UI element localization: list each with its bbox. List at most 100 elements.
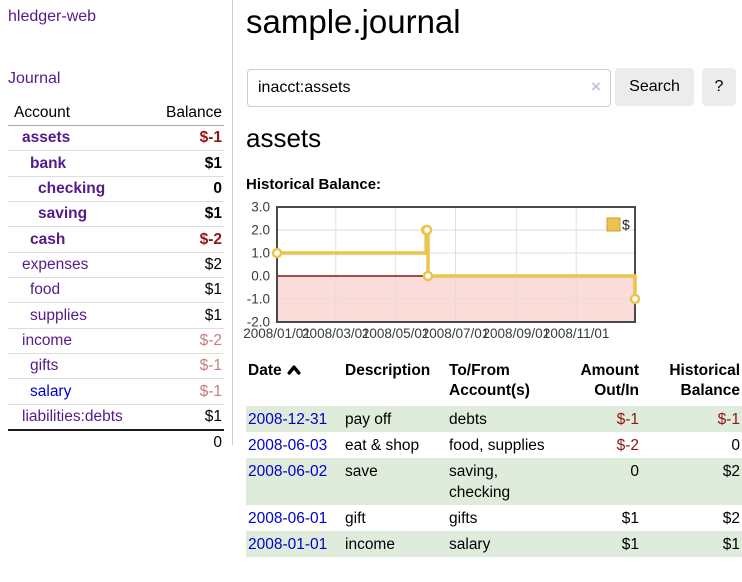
account-balance: $1 — [204, 154, 222, 172]
account-balance: $-1 — [199, 382, 222, 400]
sidebar-account-row: gifts $-1 — [8, 354, 224, 380]
svg-text:3.0: 3.0 — [251, 200, 270, 215]
register-accounts: saving, checking — [449, 462, 511, 501]
sidebar-account-row: checking 0 — [8, 177, 224, 203]
register-amount: $-2 — [616, 436, 639, 454]
account-balance: $1 — [204, 205, 222, 223]
account-balance: $1 — [204, 306, 222, 324]
svg-text:2008/09/01: 2008/09/01 — [483, 326, 551, 341]
accounts-rows: assets $-1 bank $1 checking 0 saving $1 … — [8, 126, 224, 432]
register-amount: $-1 — [616, 410, 639, 428]
svg-text:1.0: 1.0 — [251, 246, 270, 261]
register-description: income — [345, 535, 395, 553]
page-title: sample.journal — [246, 3, 461, 40]
register-date-link[interactable]: 2008-06-02 — [248, 462, 328, 480]
sidebar-account-row: income $-2 — [8, 329, 224, 355]
register-description: gift — [345, 509, 366, 527]
svg-text:2.0: 2.0 — [251, 223, 270, 238]
register-balance: $2 — [722, 509, 740, 527]
accounts-header-row: Account Balance — [8, 100, 224, 126]
sidebar-account-row: cash $-2 — [8, 227, 224, 253]
account-balance: $-2 — [199, 230, 222, 248]
register-table: Date Description To/From Account(s) Amou… — [246, 361, 742, 557]
account-link[interactable]: food — [30, 281, 61, 299]
account-link[interactable]: salary — [30, 382, 72, 400]
account-balance: $-1 — [199, 129, 222, 147]
register-date-link[interactable]: 2008-12-31 — [248, 410, 328, 428]
account-balance: $-2 — [199, 331, 222, 349]
register-description: save — [345, 462, 378, 480]
register-header-balance: Historical Balance — [669, 362, 740, 399]
account-balance: $2 — [204, 255, 222, 273]
register-date-link[interactable]: 2008-01-01 — [248, 535, 328, 553]
accounts-header-account: Account — [14, 103, 71, 121]
sidebar-account-row: assets $-1 — [8, 126, 224, 152]
historical-balance-chart: 3.0 2.0 1.0 0.0 -1.0 -2.02008/01/012008/03/01… — [243, 200, 641, 341]
sidebar-account-row: food $1 — [8, 278, 224, 304]
svg-text:$: $ — [622, 217, 630, 233]
register-row: 2008-01-01 income salary $1 $1 — [246, 531, 742, 557]
register-balance: $-1 — [717, 410, 740, 428]
svg-text:-1.0: -1.0 — [247, 292, 270, 307]
register-balance: $2 — [722, 462, 740, 480]
svg-text:2008/03/01: 2008/03/01 — [302, 326, 370, 341]
register-balance: 0 — [731, 436, 740, 454]
sidebar-account-row: expenses $2 — [8, 253, 224, 279]
chart-title: Historical Balance: — [246, 176, 382, 193]
register-balance: $1 — [722, 535, 740, 553]
sidebar-account-row: supplies $1 — [8, 303, 224, 329]
register-accounts: gifts — [449, 509, 478, 527]
register-header-row: Date Description To/From Account(s) Amou… — [246, 361, 742, 406]
sidebar: hledger-web Journal Account Balance asse… — [0, 0, 232, 582]
sidebar-account-row: saving $1 — [8, 202, 224, 228]
account-balance: $1 — [204, 281, 222, 299]
clear-search-icon[interactable]: × — [591, 77, 601, 96]
register-row: 2008-06-01 gift gifts $1 $2 — [246, 505, 742, 531]
account-link[interactable]: cash — [30, 230, 66, 248]
register-amount: $1 — [621, 535, 639, 553]
sidebar-account-row: bank $1 — [8, 151, 224, 177]
account-link[interactable]: bank — [30, 154, 67, 172]
register-date-link[interactable]: 2008-06-01 — [248, 509, 328, 527]
sort-ascending-icon — [287, 365, 301, 375]
accounts-header-balance: Balance — [165, 103, 222, 121]
account-link[interactable]: checking — [38, 179, 106, 197]
register-header-date[interactable]: Date — [246, 361, 343, 406]
svg-text:2008/01/01: 2008/01/01 — [243, 326, 311, 341]
app-title-link[interactable]: hledger-web — [8, 8, 97, 25]
sidebar-account-row: salary $-1 — [8, 379, 224, 405]
register-date-link[interactable]: 2008-06-03 — [248, 436, 328, 454]
register-header-accounts: To/From Account(s) — [449, 362, 530, 399]
register-description: eat & shop — [345, 436, 420, 454]
help-button[interactable]: ? — [702, 68, 736, 106]
register-accounts: food, supplies — [449, 436, 545, 454]
search-input[interactable] — [247, 69, 611, 107]
sidebar-item-journal[interactable]: Journal — [8, 70, 61, 87]
account-link[interactable]: assets — [22, 129, 71, 147]
accounts-total-row: 0 — [8, 431, 224, 455]
register-row: 2008-12-31 pay off debts $-1 $-1 — [246, 406, 742, 432]
account-link[interactable]: gifts — [30, 357, 59, 375]
account-link[interactable]: expenses — [22, 255, 89, 273]
sidebar-divider — [232, 0, 233, 445]
register-description: pay off — [345, 410, 392, 428]
accounts-tree: Account Balance assets $-1 bank $1 check… — [8, 100, 224, 455]
register-accounts: salary — [449, 535, 491, 553]
register-accounts: debts — [449, 410, 487, 428]
register-header-description: Description — [345, 362, 431, 379]
svg-text:-2.0: -2.0 — [247, 315, 270, 330]
register-header-amount: Amount Out/In — [580, 362, 639, 399]
account-balance: $1 — [204, 407, 222, 425]
sidebar-account-row: liabilities:debts $1 — [8, 405, 224, 432]
account-link[interactable]: liabilities:debts — [22, 407, 123, 425]
search-button[interactable]: Search — [615, 68, 694, 106]
accounts-total-value: 0 — [213, 434, 222, 452]
account-link[interactable]: saving — [38, 205, 88, 223]
account-link[interactable]: supplies — [30, 306, 87, 324]
svg-text:2008/07/01: 2008/07/01 — [422, 326, 490, 341]
account-link[interactable]: income — [22, 331, 72, 349]
account-balance: 0 — [213, 179, 222, 197]
account-balance: $-1 — [199, 357, 222, 375]
svg-text:2008/11/01: 2008/11/01 — [543, 326, 610, 341]
register-amount: 0 — [630, 462, 639, 480]
